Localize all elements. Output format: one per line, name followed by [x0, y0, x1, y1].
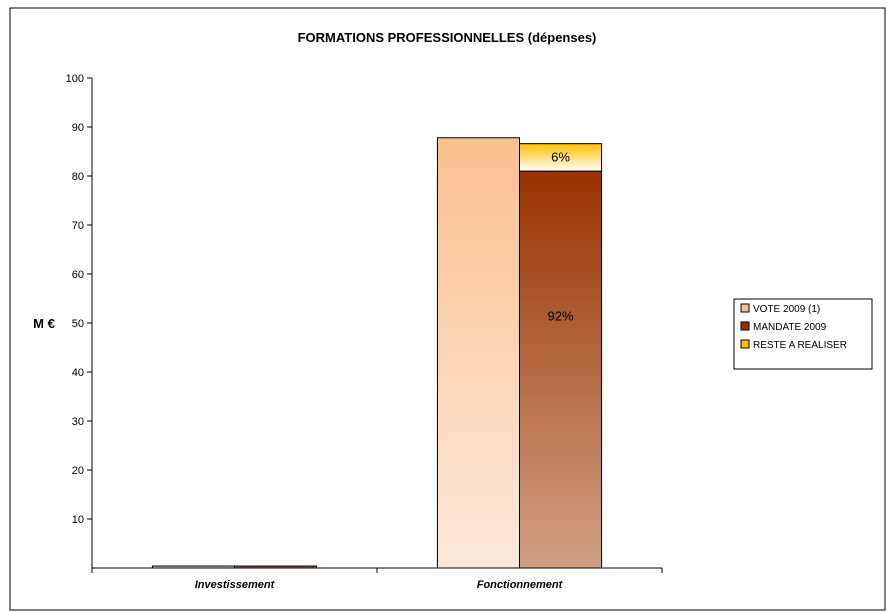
x-ticks: [91, 568, 663, 573]
chart-title: FORMATIONS PROFESSIONNELLES (dépenses): [298, 30, 597, 45]
y-ticks: 10 20 30 40 50 60 70 80 90 100: [66, 73, 92, 526]
y-tick-label: 20: [72, 465, 84, 477]
legend-box: [733, 298, 873, 370]
y-tick-label: 90: [72, 122, 84, 134]
legend-label: MANDATE 2009: [753, 322, 827, 333]
x-tick-label: Fonctionnement: [477, 579, 564, 591]
legend-label: RESTE A REALISER: [753, 340, 847, 351]
legend-swatch: [740, 339, 750, 349]
bar-reste-a-realiser-fonctionnement: [519, 143, 603, 172]
y-tick-label: 80: [72, 171, 84, 183]
legend: VOTE 2009 (1) MANDATE 2009 RESTE A REALISE…: [733, 298, 873, 370]
y-tick-label: 50: [72, 318, 84, 330]
legend-swatch: [740, 321, 750, 331]
x-labels: Investissement Fonctionnement: [195, 579, 564, 591]
x-tick-label: Investissement: [195, 579, 276, 591]
legend-label: VOTE 2009 (1): [753, 304, 820, 315]
y-tick-label: 70: [72, 220, 84, 232]
data-labels: 92% 6%: [548, 149, 574, 323]
bar-mandate-2009-fonctionnement: [519, 170, 603, 569]
bar-vote-2009-1-investissement: [151, 565, 235, 569]
legend-items: VOTE 2009 (1) MANDATE 2009 RESTE A REALISE…: [740, 303, 847, 351]
bar-vote-2009-1-fonctionnement: [436, 137, 521, 569]
y-tick-label: 40: [72, 367, 84, 379]
y-tick-label: 60: [72, 269, 84, 281]
bars: [151, 137, 603, 569]
data-label: 92%: [548, 309, 574, 324]
y-tick-label: 10: [72, 514, 84, 526]
y-tick-label: 100: [66, 73, 84, 85]
legend-swatch: [740, 303, 750, 313]
y-tick-label: 30: [72, 416, 84, 428]
bar-mandate-2009-investissement: [234, 565, 318, 569]
y-axis-label: M €: [33, 316, 55, 331]
data-label: 6%: [551, 149, 570, 164]
